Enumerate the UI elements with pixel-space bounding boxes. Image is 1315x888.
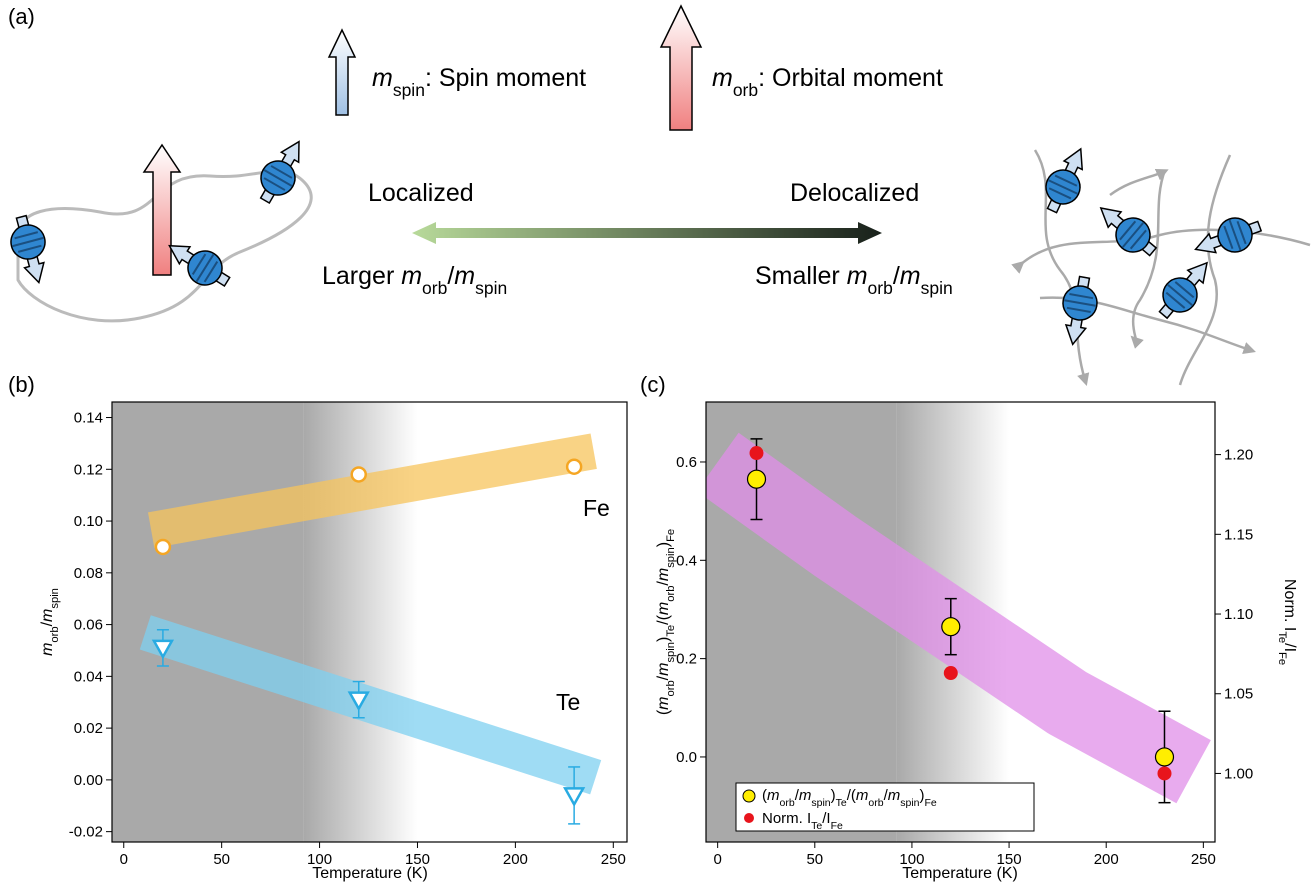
panel-label: (a) — [8, 4, 35, 29]
series-label: Fe — [583, 495, 610, 521]
legend-box — [735, 782, 1035, 832]
y2-tick-label: 1.05 — [1224, 686, 1253, 703]
orbit-path — [15, 169, 313, 323]
point — [749, 446, 764, 461]
x-tick-label: 150 — [997, 851, 1022, 868]
orbital-arrow — [142, 143, 182, 276]
y2-axis-label: Norm. ITe/IFe — [1276, 579, 1298, 665]
y-tick-label: 0.4 — [676, 552, 697, 569]
x-tick-label: 250 — [601, 851, 626, 868]
y-tick-label: 0.02 — [74, 720, 103, 737]
shade-solid — [112, 402, 304, 842]
point — [943, 666, 958, 681]
legend-marker — [744, 813, 754, 823]
plot-frame — [705, 401, 1216, 843]
x-tick-label: 0 — [120, 851, 128, 868]
point — [347, 691, 370, 712]
x-tick-label: 100 — [899, 851, 924, 868]
point — [746, 469, 767, 489]
spin — [1054, 273, 1103, 349]
y2-tick-label: 1.15 — [1224, 526, 1253, 543]
larger-ratio-label: Larger morb/mspin — [322, 262, 507, 298]
point — [941, 617, 961, 637]
delocalized-cluster — [1011, 140, 1311, 386]
plot-area — [112, 402, 602, 842]
trend-band — [148, 433, 597, 548]
chart-c: 0 50 100 150 200 250 0.0 0.2 0.4 0.6 1.00 1.05 1.10 1… — [676, 401, 1253, 868]
electron-path — [1109, 168, 1169, 197]
y-tick-label: 0.08 — [74, 565, 103, 582]
point — [565, 458, 583, 475]
y-tick-label: 0.2 — [676, 651, 697, 668]
y-tick-label: 0.00 — [74, 772, 103, 789]
orbital-arrow-icon — [659, 4, 703, 131]
x-axis-label: Temperature (K) — [902, 865, 1018, 882]
y-tick-label: 0.12 — [74, 461, 103, 478]
x-tick-label: 150 — [405, 851, 430, 868]
legend-label: Norm. ITe/IFe — [762, 810, 843, 832]
y2-tick-label: 1.20 — [1224, 447, 1253, 464]
localized-label: Localized — [368, 179, 474, 207]
chart-b: 0 50 100 150 200 250 -0.02 0.00 0.02 0.04 0.06 0.08… — [69, 401, 628, 868]
legend-marker — [742, 789, 756, 803]
y-tick-label: 0.0 — [676, 749, 697, 766]
spin — [1188, 209, 1267, 267]
spin-legend: mspin: Spin moment — [372, 64, 586, 100]
y-tick-label: 0.06 — [74, 617, 103, 634]
y-axis-label: morb/mspin — [39, 588, 61, 656]
x-tick-label: 0 — [713, 851, 721, 868]
x-tick-label: 200 — [1094, 851, 1119, 868]
x-tick-label: 250 — [1191, 851, 1216, 868]
localized-cluster — [3, 132, 315, 323]
y-tick-label: 0.6 — [676, 454, 697, 471]
panel-label: (b) — [8, 372, 35, 397]
legend: (morb/mspin)Te/(morb/mspin)Fe Norm. ITe/… — [735, 782, 1035, 832]
electron-path — [1011, 228, 1311, 274]
x-tick-label: 50 — [213, 851, 230, 868]
y-tick-label: 0.14 — [74, 410, 103, 427]
spin-arrow-icon — [327, 28, 357, 116]
y-tick-label: 0.04 — [74, 668, 103, 685]
orbital-legend: morb: Orbital moment — [712, 64, 943, 100]
delocalized-label: Delocalized — [790, 179, 919, 207]
electron-path — [1178, 154, 1232, 386]
x-tick-label: 100 — [307, 851, 332, 868]
legend-label: (morb/mspin)Te/(morb/mspin)Fe — [762, 787, 937, 809]
spin — [1088, 193, 1165, 266]
y-tick-label: -0.02 — [69, 824, 103, 841]
spin — [3, 211, 57, 288]
point — [1157, 766, 1172, 781]
point — [154, 538, 172, 556]
y2-tick-label: 1.10 — [1224, 606, 1253, 623]
point — [151, 639, 175, 660]
trend-band — [139, 615, 602, 795]
localization-arrow — [412, 222, 882, 244]
y-tick-label: 0.10 — [74, 513, 103, 530]
x-axis-label: Temperature (K) — [312, 865, 428, 882]
x-tick-label: 200 — [503, 851, 528, 868]
electron-path — [1130, 169, 1167, 349]
series-label: Te — [556, 689, 580, 715]
spin — [249, 132, 315, 211]
panel-label: (c) — [640, 372, 666, 397]
point — [562, 787, 586, 807]
x-tick-label: 50 — [806, 851, 823, 868]
y-axis-label: (morb/mspin)Te/(morb/mspin)Fe — [655, 529, 677, 715]
smaller-ratio-label: Smaller morb/mspin — [755, 262, 953, 298]
point — [1154, 747, 1175, 767]
plot-frame — [111, 401, 628, 843]
point — [350, 466, 367, 483]
y2-tick-label: 1.00 — [1224, 765, 1253, 782]
